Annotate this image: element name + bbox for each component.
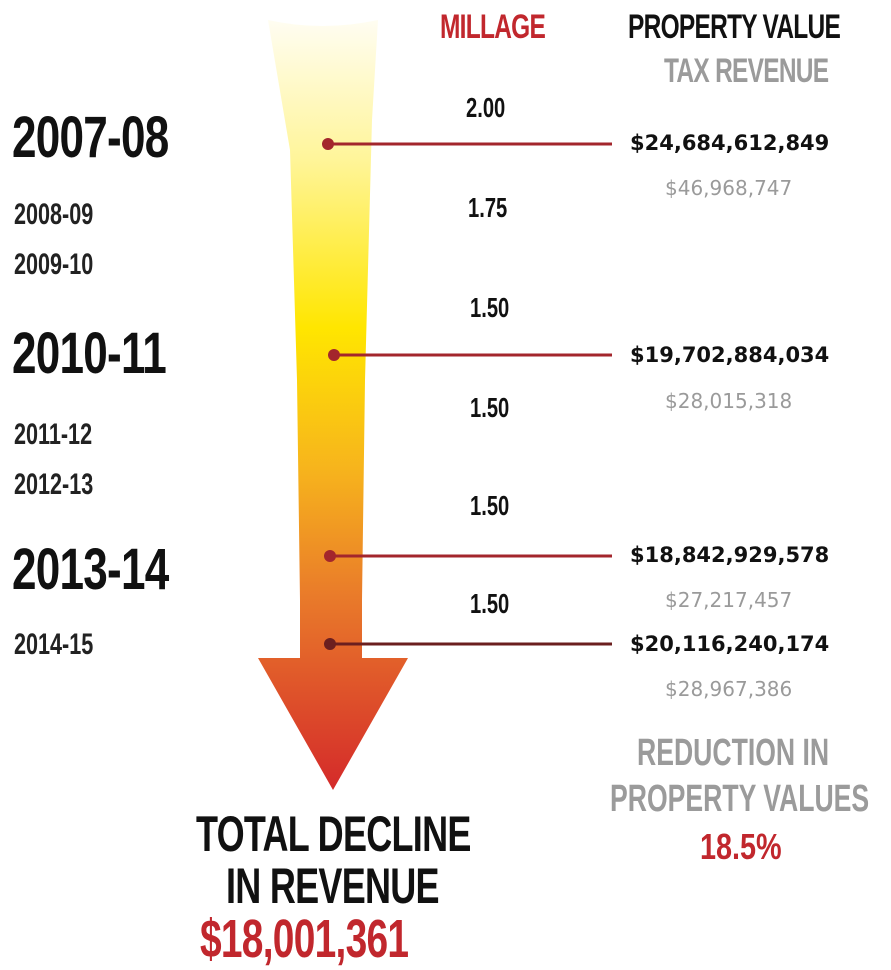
property-value: $24,684,612,849 bbox=[630, 131, 830, 155]
reduction-label-line2: PROPERTY VALUES bbox=[610, 778, 870, 820]
year-label: 2012-13 bbox=[14, 468, 94, 501]
total-decline-line2: IN REVENUE bbox=[226, 858, 440, 914]
leader-line-2010-11 bbox=[328, 349, 612, 361]
year-label: 2009-10 bbox=[14, 248, 94, 281]
year-label: 2007-08 bbox=[12, 105, 169, 170]
millage-value: 1.50 bbox=[470, 292, 510, 323]
tax-revenue: $46,968,747 bbox=[665, 176, 793, 200]
millage-value: 1.75 bbox=[468, 192, 508, 223]
total-decline-line1: TOTAL DECLINE bbox=[196, 806, 471, 862]
property-value: $18,842,929,578 bbox=[630, 543, 830, 567]
tax-revenue: $28,015,318 bbox=[665, 389, 793, 413]
year-label: 2010-11 bbox=[12, 321, 167, 386]
tax-revenue: $28,967,386 bbox=[665, 677, 793, 701]
millage-value: 2.00 bbox=[466, 92, 506, 123]
tax-revenue: $27,217,457 bbox=[665, 588, 793, 612]
year-label: 2013-14 bbox=[12, 537, 169, 602]
property-value: $19,702,884,034 bbox=[630, 343, 830, 367]
year-label: 2014-15 bbox=[14, 628, 94, 661]
reduction-label-line1: REDUCTION IN bbox=[637, 732, 830, 774]
millage-value: 1.50 bbox=[470, 392, 510, 423]
tax-revenue-header: TAX REVENUE bbox=[664, 52, 829, 90]
millage-value: 1.50 bbox=[470, 588, 510, 619]
millage-header: MILLAGE bbox=[440, 8, 546, 46]
property-value-header: PROPERTY VALUE bbox=[628, 8, 841, 46]
total-decline-amount: $18,001,361 bbox=[200, 909, 409, 969]
leader-line-2013-14 bbox=[324, 550, 612, 562]
leader-line-2014-15 bbox=[324, 638, 612, 650]
arrow-shape bbox=[258, 20, 408, 790]
reduction-percent: 18.5% bbox=[700, 826, 782, 867]
year-label: 2011-12 bbox=[14, 418, 93, 451]
millage-value: 1.50 bbox=[470, 490, 510, 521]
year-label: 2008-09 bbox=[14, 198, 94, 231]
property-value: $20,116,240,174 bbox=[630, 632, 830, 656]
leader-line-2007-08 bbox=[322, 138, 612, 150]
